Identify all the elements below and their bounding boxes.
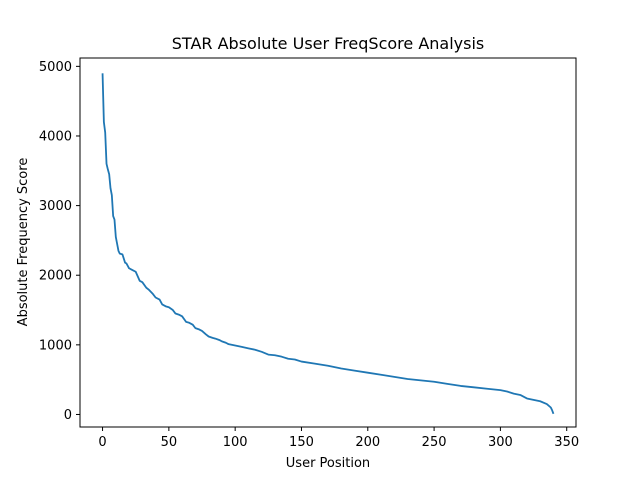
- y-axis-label: Absolute Frequency Score: [16, 158, 31, 327]
- x-tick-label: 300: [488, 435, 513, 450]
- x-tick-label: 200: [355, 435, 380, 450]
- y-tick-label: 4000: [39, 129, 72, 144]
- axes-frame: [79, 57, 577, 428]
- y-axis-ticks: 0 1000 2000 3000 4000 5000: [39, 60, 80, 423]
- series-line-1: [101, 73, 555, 415]
- y-tick-label: 5000: [39, 60, 72, 75]
- y-tick-label: 3000: [39, 199, 72, 214]
- x-tick-label: 250: [422, 435, 447, 450]
- y-tick-label: 1000: [39, 338, 72, 353]
- chart-title: STAR Absolute User FreqScore Analysis: [172, 34, 485, 53]
- y-tick-label: 0: [64, 408, 72, 423]
- x-tick-label: 0: [98, 435, 106, 450]
- plot-area: [101, 73, 555, 415]
- x-tick-label: 150: [289, 435, 314, 450]
- y-tick-label: 2000: [39, 269, 72, 284]
- x-tick-label: 100: [223, 435, 248, 450]
- x-tick-label: 350: [554, 435, 579, 450]
- x-axis-label: User Position: [286, 456, 370, 471]
- x-tick-label: 50: [161, 435, 178, 450]
- x-axis-ticks: 0 50 100 150 200 250 300 350: [98, 427, 579, 450]
